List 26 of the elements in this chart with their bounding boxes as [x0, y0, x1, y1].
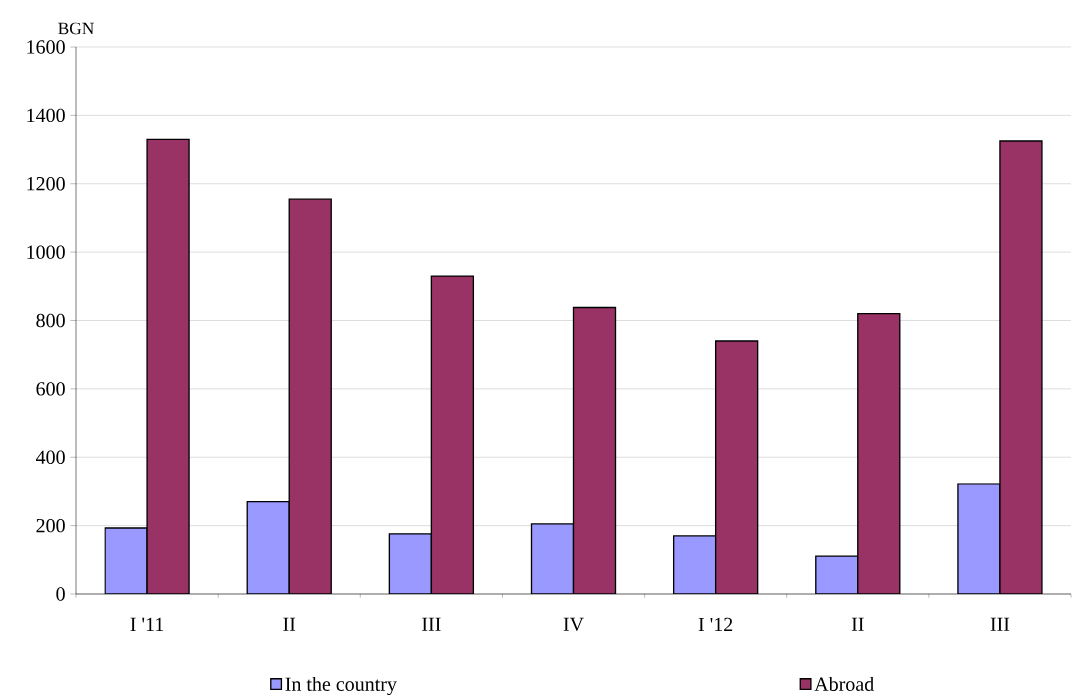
y-tick-label: 0 [56, 587, 65, 601]
x-tick-label: II [851, 617, 864, 631]
y-tick-label: 1200 [27, 177, 65, 191]
y-tick-label: 600 [36, 382, 65, 396]
x-tick-label: I '11 [130, 617, 164, 631]
x-tick-label: II [283, 617, 296, 631]
bar [430, 275, 475, 594]
y-tick-label: 1600 [27, 40, 65, 54]
y-tick-label: 800 [36, 313, 65, 328]
bar [714, 340, 759, 594]
y-tick-label: 400 [36, 450, 65, 464]
y-tick-label: 1000 [27, 245, 65, 259]
bar [999, 140, 1043, 594]
x-tick-label: III [990, 617, 1010, 631]
bar [146, 138, 190, 594]
legend-label: In the country [285, 676, 397, 696]
y-tick-label: 1400 [27, 108, 65, 123]
legend-label: Abroad [814, 676, 874, 691]
y-axis-title: BGN [58, 22, 94, 35]
x-tick-label: IV [563, 617, 584, 632]
x-tick-label: III [422, 617, 441, 631]
y-tick-label: 200 [36, 518, 65, 533]
bar [572, 306, 617, 594]
bar [857, 312, 901, 594]
x-tick-label: I '12 [698, 617, 733, 631]
bar [288, 198, 332, 594]
